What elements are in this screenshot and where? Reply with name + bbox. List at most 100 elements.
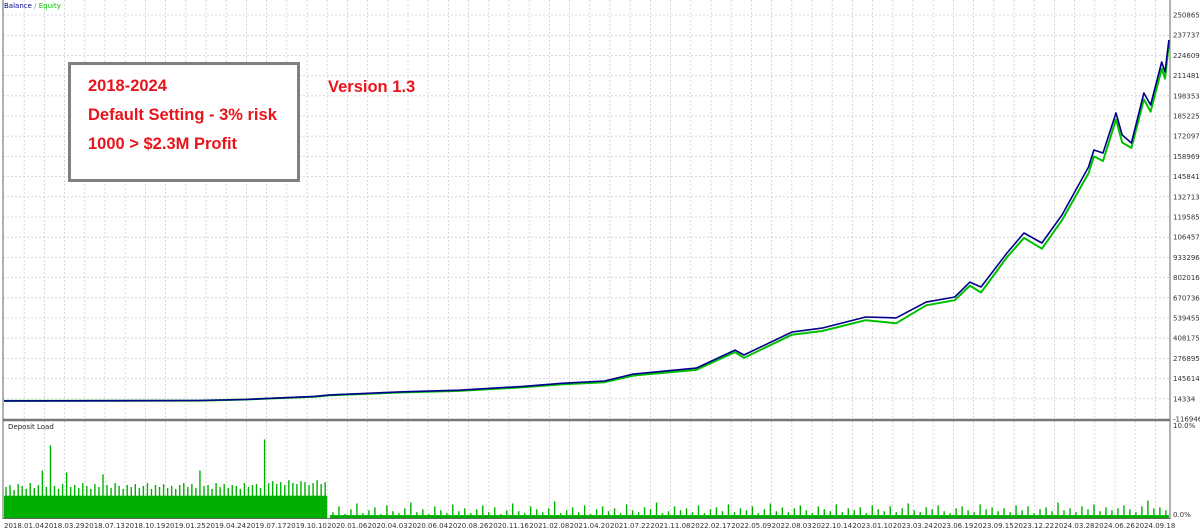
deposit-load-bar: [251, 485, 254, 518]
deposit-load-bar: [500, 514, 502, 518]
deposit-load-bar: [280, 482, 282, 518]
deposit-load-bar: [1111, 510, 1113, 518]
deposit-load-bar: [829, 511, 832, 518]
deposit-load-bar: [57, 488, 60, 518]
deposit-load-bar: [470, 513, 472, 518]
deposit-load-bar: [494, 507, 496, 518]
deposit-load-bar: [374, 507, 376, 518]
deposit-load-bar: [1123, 505, 1125, 518]
x-tick-label: 2020.08.26: [448, 522, 489, 530]
deposit-load-bar: [913, 510, 915, 518]
x-tick-label: 2022.05.09: [731, 522, 771, 530]
x-tick-label: 2022.10.14: [812, 522, 853, 530]
deposit-load-bar: [458, 511, 460, 518]
deposit-load-bar: [82, 483, 84, 518]
x-tick-label: 2019.07.17: [246, 522, 286, 530]
deposit-load-bar: [235, 485, 237, 518]
legend-equity: Equity: [39, 2, 61, 10]
deposit-load-bar: [1033, 513, 1035, 518]
deposit-load-bar: [191, 484, 193, 518]
deposit-load-bar: [146, 483, 149, 518]
deposit-load-bar: [350, 509, 352, 518]
y-tick-label: 276895: [1173, 355, 1200, 363]
version-label: Version 1.3: [328, 78, 416, 96]
x-tick-label: 2023.01.10: [852, 522, 892, 530]
legend-separator: /: [34, 2, 37, 10]
deposit-load-bar: [158, 486, 161, 518]
deposit-load-bar: [949, 513, 951, 518]
deposit-load-bar: [733, 512, 736, 518]
deposit-load-bar: [271, 481, 274, 518]
deposit-load-bar: [276, 484, 278, 518]
deposit-load-bar: [661, 513, 664, 518]
deposit-load-bar: [571, 507, 574, 518]
deposit-load-bar: [817, 506, 820, 518]
deposit-load-bar: [259, 487, 262, 518]
deposit-load-bar: [871, 505, 873, 518]
deposit-min-label: 0.0%: [1173, 511, 1191, 519]
x-tick-label: 2021.04.20: [570, 522, 610, 530]
deposit-load-bar: [9, 485, 11, 518]
deposit-load-bar: [512, 503, 514, 518]
deposit-load-bar: [727, 504, 730, 518]
x-tick-label: 2024.06.26: [1095, 522, 1136, 530]
series-lines: [3, 39, 1170, 402]
deposit-load-bar: [1075, 512, 1077, 518]
annotation-period: 2018-2024: [88, 77, 167, 95]
deposit-load-bar: [1063, 510, 1065, 518]
deposit-load-bar: [33, 487, 35, 518]
x-tick-label: 2024.09.18: [1135, 522, 1175, 530]
deposit-load-bar: [625, 504, 628, 518]
deposit-load-bar: [637, 512, 640, 518]
deposit-load-bar: [853, 510, 855, 518]
deposit-load-bar: [703, 513, 706, 518]
deposit-load-bar: [529, 506, 532, 518]
annotation-setting: Default Setting - 3% risk: [88, 106, 277, 124]
x-tick-label: 2023.06.19: [933, 522, 973, 530]
y-tick-label: 1589697: [1173, 153, 1200, 161]
y-tick-label: 1720978: [1173, 133, 1200, 141]
deposit-load-bar: [288, 480, 290, 518]
deposit-load-bar: [255, 484, 258, 518]
deposit-load-bar: [787, 512, 790, 518]
legend: Balance / Equity: [4, 2, 61, 10]
deposit-load-bar: [553, 501, 556, 518]
x-tick-label: 2021.02.08: [529, 522, 569, 530]
deposit-load-bar: [304, 482, 306, 518]
deposit-load-bar: [78, 487, 80, 518]
deposit-load-bar: [583, 505, 586, 518]
deposit-load-bar: [919, 512, 921, 518]
deposit-load-bar: [25, 488, 27, 518]
y-tick-label: 2246099: [1173, 52, 1200, 60]
deposit-load-bar: [114, 483, 116, 518]
deposit-load-bar: [65, 472, 68, 518]
deposit-load-bar: [1057, 502, 1059, 518]
deposit-load-bar: [631, 510, 634, 518]
deposit-load-bar: [967, 510, 969, 518]
deposit-load-bar: [775, 511, 778, 518]
deposit-load-bar: [166, 487, 169, 518]
x-tick-label: 2018.07.13: [85, 522, 125, 530]
deposit-load-bar: [547, 508, 550, 518]
deposit-load-bar: [595, 509, 598, 518]
legend-balance: Balance: [4, 2, 32, 10]
deposit-load-bar: [943, 511, 945, 518]
deposit-load-bar: [94, 484, 96, 518]
deposit-load-bar: [823, 509, 826, 518]
deposit-load-bar: [308, 485, 310, 518]
deposit-load-bar: [1051, 511, 1053, 518]
deposit-load-bar: [715, 507, 718, 518]
deposit-load-bar: [227, 487, 229, 518]
deposit-load-bar: [98, 486, 100, 518]
deposit-load-bar: [607, 511, 610, 518]
deposit-load-title: Deposit Load: [8, 423, 54, 431]
deposit-load-bar: [195, 487, 197, 518]
x-tick-label: 2023.09.15: [974, 522, 1014, 530]
deposit-load-bar: [889, 506, 891, 518]
deposit-load-bar: [162, 484, 165, 518]
deposit-load-bar: [312, 483, 314, 518]
deposit-load-bar: [231, 485, 233, 518]
balance-line: [3, 39, 1170, 402]
deposit-load-bar: [1165, 510, 1167, 518]
